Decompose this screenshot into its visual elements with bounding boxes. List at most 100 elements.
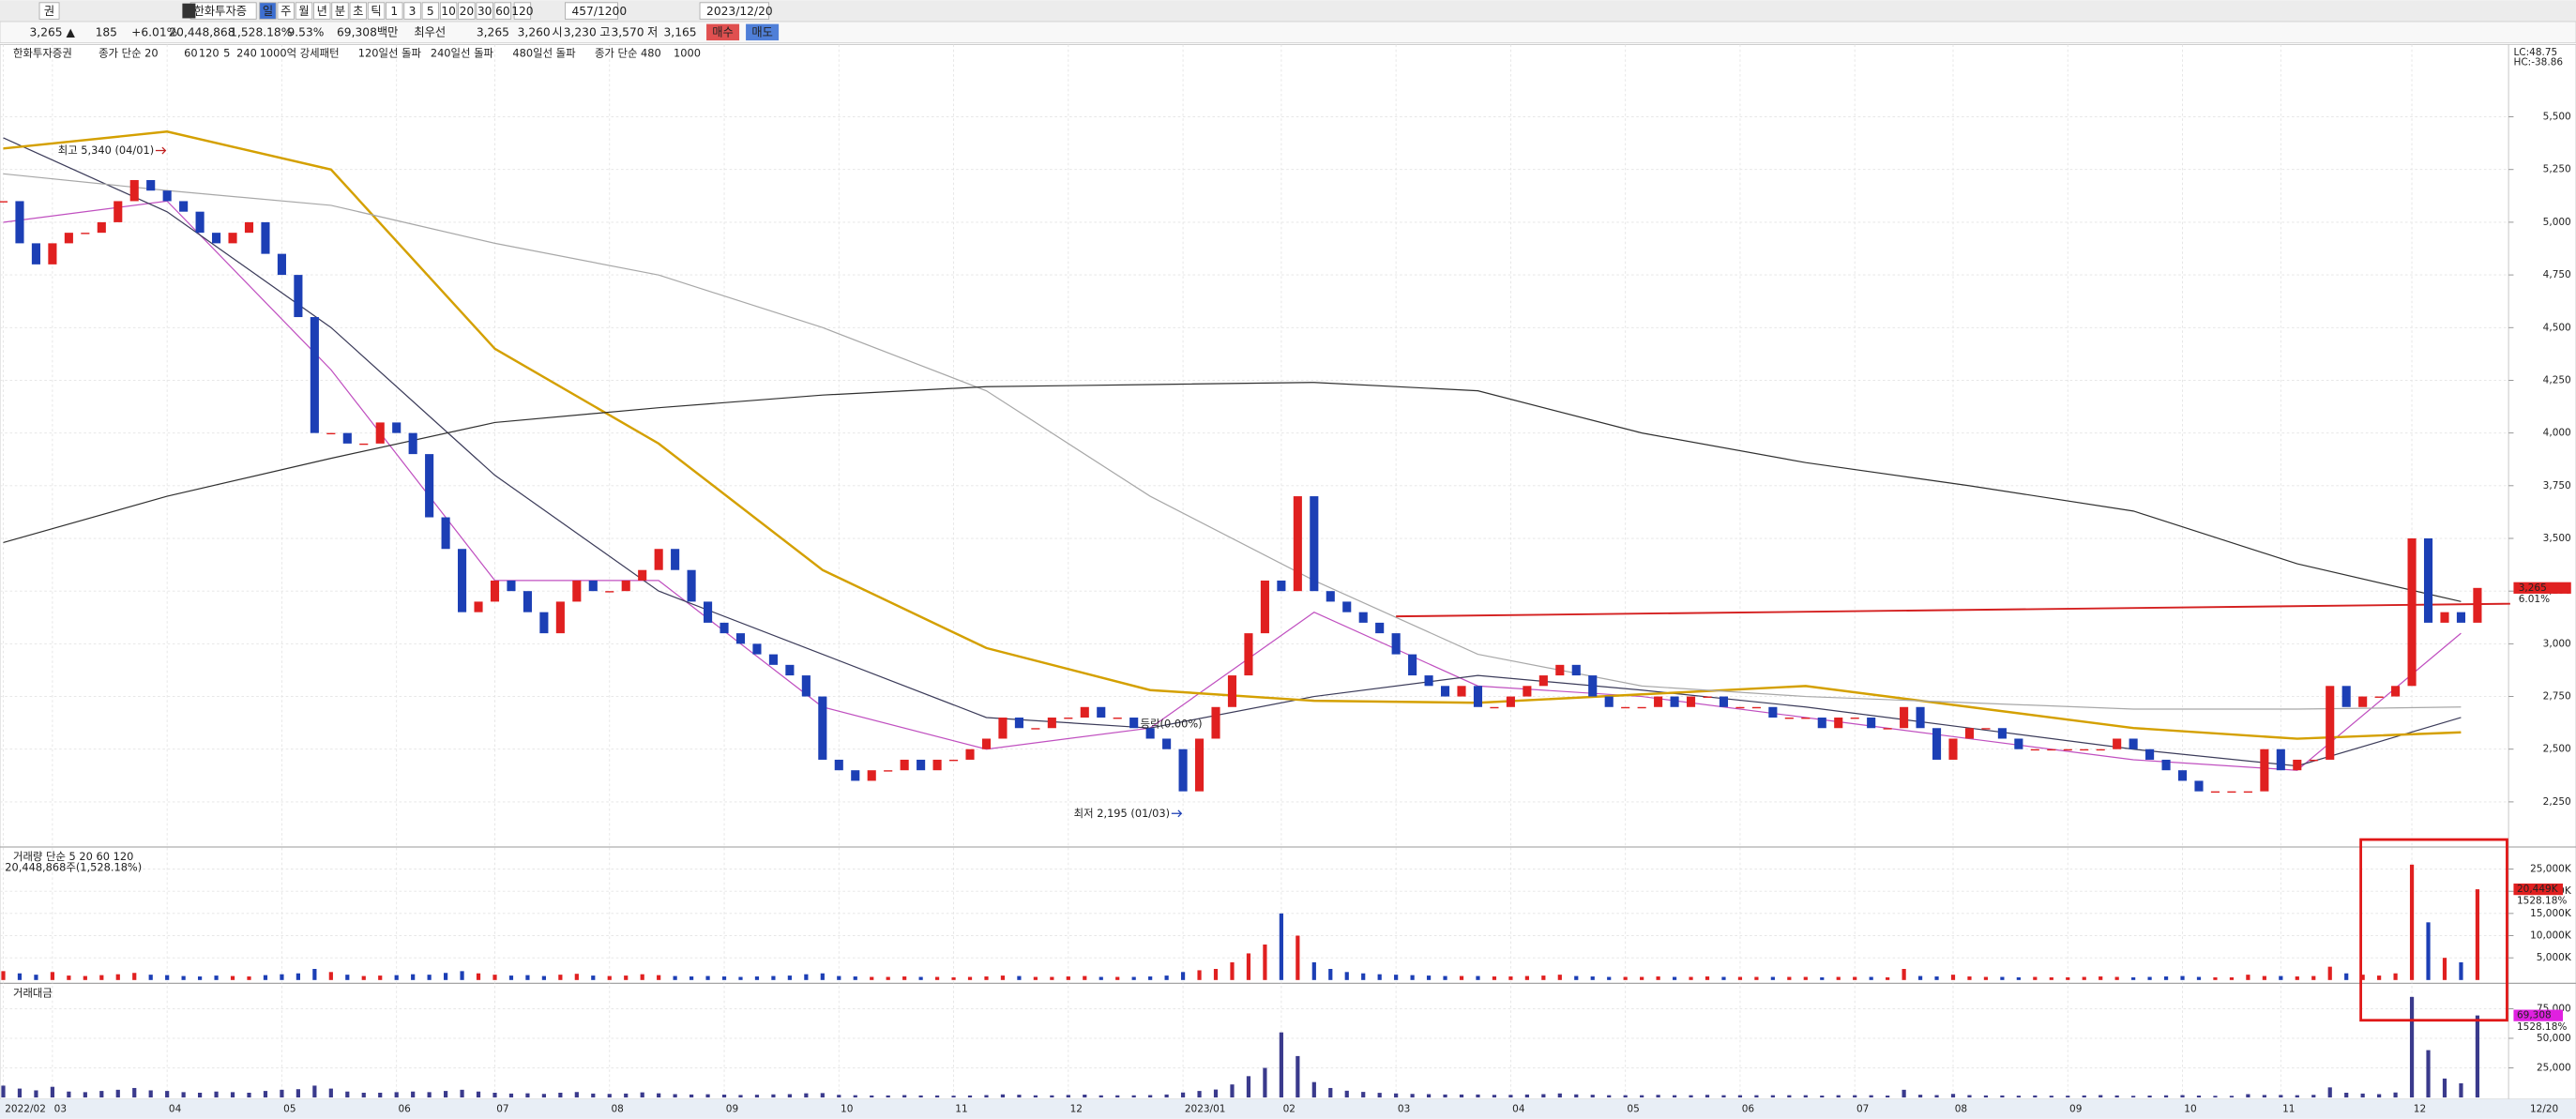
toolbar-label[interactable]: 분 bbox=[335, 5, 345, 18]
legend-entry: 240일선 돌파 bbox=[431, 47, 494, 60]
candle bbox=[1555, 664, 1565, 676]
quote-value: 3,260 bbox=[518, 26, 551, 39]
period-button[interactable] bbox=[367, 2, 386, 20]
toolbar-label[interactable]: 월 bbox=[298, 5, 309, 18]
quote-value[interactable]: 매수 bbox=[712, 26, 734, 39]
period-button[interactable] bbox=[493, 2, 512, 20]
period-button[interactable] bbox=[313, 2, 331, 20]
toolbar-label[interactable]: 년 bbox=[317, 5, 327, 18]
candle bbox=[114, 201, 123, 222]
candle bbox=[638, 569, 647, 581]
amount-bar bbox=[1180, 1092, 1186, 1098]
period-button[interactable] bbox=[439, 2, 458, 20]
volume-bar bbox=[705, 975, 710, 980]
period-button[interactable] bbox=[259, 2, 277, 20]
volume-bar bbox=[689, 976, 694, 980]
period-button[interactable] bbox=[386, 2, 403, 20]
candle bbox=[2014, 738, 2023, 749]
volume-bar bbox=[1344, 972, 1349, 980]
candle bbox=[375, 422, 385, 444]
candle bbox=[162, 190, 172, 202]
candle bbox=[768, 654, 778, 665]
pane-title: 거래량 단순 5 20 60 120 bbox=[13, 850, 133, 863]
volume-bar bbox=[1115, 976, 1120, 980]
period-button[interactable] bbox=[277, 2, 295, 20]
candle bbox=[2293, 759, 2302, 771]
volume-bar bbox=[591, 975, 596, 980]
candle bbox=[342, 432, 352, 444]
toolbar-label[interactable]: 틱 bbox=[371, 5, 381, 18]
input-box[interactable] bbox=[38, 2, 60, 20]
quote-value[interactable]: 매도 bbox=[751, 26, 773, 39]
volume-bar bbox=[1131, 976, 1136, 980]
amount-bar bbox=[1033, 1095, 1038, 1098]
x-tick-label: 06 bbox=[398, 1103, 411, 1114]
x-tick-label: 05 bbox=[1627, 1103, 1639, 1114]
period-button[interactable] bbox=[331, 2, 349, 20]
toolbar-label[interactable]: 20 bbox=[460, 5, 475, 18]
toolbar-label[interactable]: 10 bbox=[441, 5, 456, 18]
volume-bar bbox=[1099, 976, 1103, 980]
toolbar-label[interactable]: 60 bbox=[495, 5, 510, 18]
toolbar-label[interactable]: 3 bbox=[409, 5, 417, 18]
amount-bar bbox=[2442, 1078, 2447, 1098]
amount-bar bbox=[2409, 996, 2415, 1098]
toolbar-label[interactable]: 120 bbox=[511, 5, 533, 18]
amount-bar bbox=[1705, 1095, 1710, 1098]
volume-bar bbox=[1902, 968, 1906, 980]
amount-bar bbox=[1672, 1095, 1677, 1098]
amount-bar bbox=[2344, 1092, 2349, 1098]
volume-bar bbox=[967, 976, 973, 980]
candle bbox=[2423, 538, 2433, 623]
period-button[interactable] bbox=[458, 2, 476, 20]
amount-bar bbox=[378, 1092, 383, 1098]
candle bbox=[2177, 770, 2188, 781]
candle bbox=[1178, 749, 1188, 792]
amount-bar bbox=[1869, 1095, 1873, 1098]
volume-bar bbox=[1574, 975, 1579, 980]
period-button[interactable] bbox=[421, 2, 440, 20]
input-box[interactable] bbox=[565, 2, 618, 20]
candle bbox=[884, 770, 893, 772]
volume-bar bbox=[1886, 976, 1890, 980]
period-button[interactable] bbox=[403, 2, 421, 20]
toolbar-label[interactable]: 주 bbox=[280, 5, 291, 18]
amount-bar bbox=[1902, 1089, 1906, 1098]
buy-button[interactable] bbox=[706, 23, 740, 41]
candle bbox=[1277, 580, 1286, 592]
amount-bar bbox=[2180, 1095, 2185, 1098]
volume-bar bbox=[902, 976, 907, 980]
amount-bar bbox=[1361, 1092, 1366, 1098]
toolbar-label[interactable]: 30 bbox=[477, 5, 492, 18]
amount-bar bbox=[1853, 1095, 1857, 1098]
sell-button[interactable] bbox=[746, 23, 780, 41]
period-button[interactable] bbox=[476, 2, 493, 20]
volume-bar bbox=[2114, 976, 2119, 980]
volume-bar bbox=[492, 975, 497, 980]
input-box[interactable] bbox=[699, 2, 770, 20]
quote-value: +6.01% bbox=[131, 26, 177, 39]
amount-bar bbox=[361, 1092, 366, 1098]
volume-bar bbox=[1164, 975, 1169, 980]
period-button[interactable] bbox=[513, 2, 532, 20]
amount-bar bbox=[2246, 1094, 2250, 1098]
period-button[interactable] bbox=[295, 2, 313, 20]
toolbar-label[interactable]: 일 bbox=[263, 5, 273, 18]
candle bbox=[1097, 706, 1106, 718]
toolbar-label[interactable]: 5 bbox=[427, 5, 434, 18]
stock-icon[interactable] bbox=[182, 3, 196, 19]
amount-bar bbox=[754, 1095, 760, 1098]
amount-bar bbox=[1426, 1094, 1432, 1098]
volume-bar bbox=[934, 976, 940, 980]
volume-bar bbox=[115, 974, 120, 980]
amount-bar bbox=[2311, 1095, 2316, 1098]
pane-title: 거래대금 bbox=[13, 986, 53, 999]
period-button[interactable] bbox=[349, 2, 367, 20]
toolbar-label[interactable]: 초 bbox=[353, 5, 363, 18]
quote-value: 3,265 bbox=[477, 26, 509, 39]
amount-bar bbox=[247, 1092, 251, 1098]
toolbar-label[interactable]: 1 bbox=[390, 5, 398, 18]
volume-bar bbox=[2295, 976, 2299, 980]
candle bbox=[2243, 791, 2252, 794]
candle bbox=[1473, 686, 1483, 707]
